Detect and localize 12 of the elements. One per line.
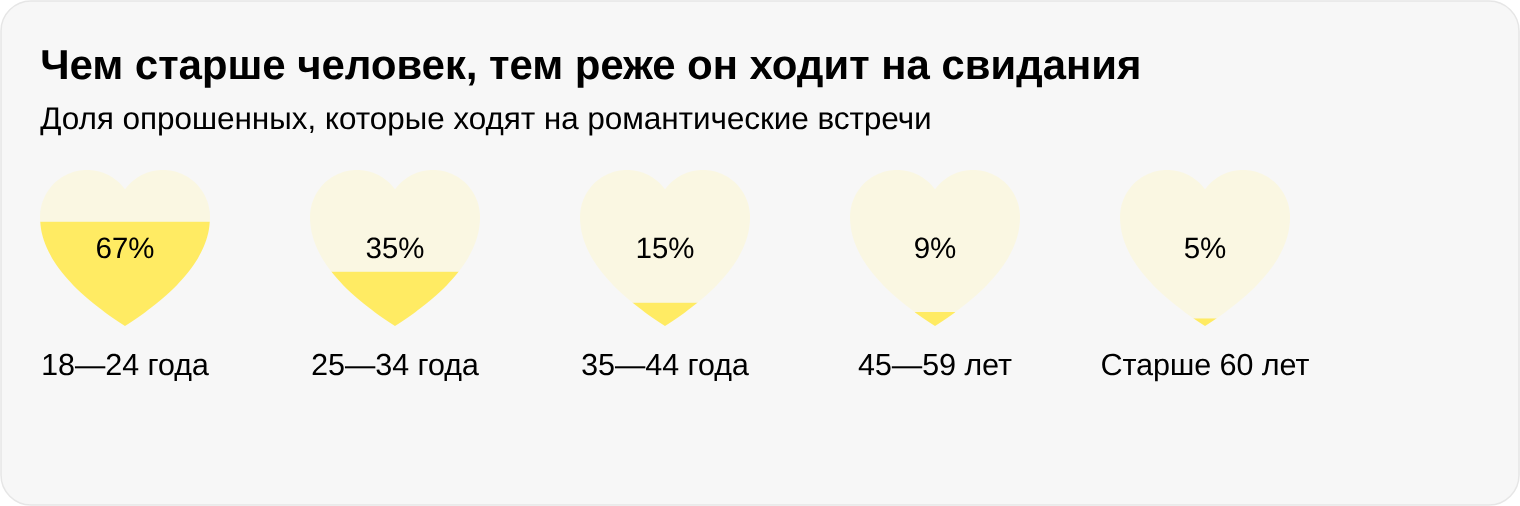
- x-tick-label: 18—24 года: [43, 353, 209, 382]
- data-label: 15%: [637, 237, 694, 259]
- chart-title: Чем старше человек, тем реже он ходит на свидания: [42, 50, 1139, 88]
- data-label: 35%: [366, 237, 424, 259]
- x-tick-label: 45—59 лет: [858, 353, 1012, 376]
- x-tick-label: Старше 60 лет: [1102, 353, 1309, 382]
- chart-subtitle: Доля опрошенных, которые ходят на романтические встречи: [40, 107, 930, 136]
- data-label: 5%: [1184, 237, 1226, 259]
- data-label: 9%: [915, 237, 956, 259]
- x-tick-label: 25—34 года: [312, 353, 479, 382]
- x-tick-label: 35—44 года: [582, 353, 749, 382]
- data-label: 67%: [97, 237, 154, 259]
